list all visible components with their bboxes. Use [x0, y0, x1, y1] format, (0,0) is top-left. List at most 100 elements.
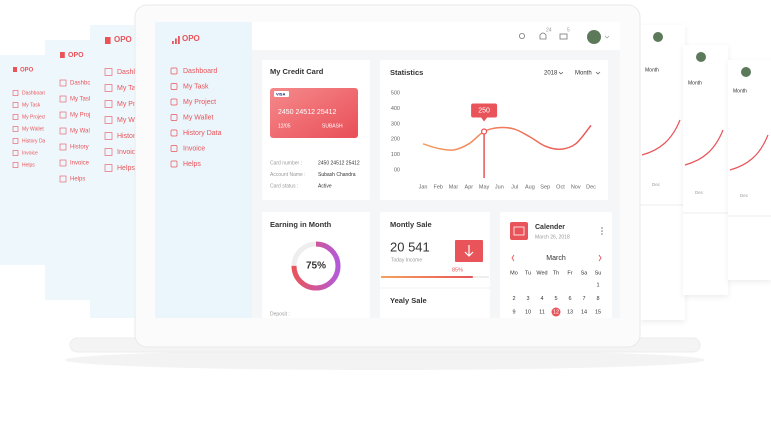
nav-icon	[59, 175, 67, 183]
data-label: 250	[478, 107, 490, 114]
nav-icon	[170, 98, 178, 106]
bell-icon[interactable]	[539, 32, 547, 40]
x-tick-label: Oct	[556, 184, 565, 190]
nav-item: My Wallet	[22, 126, 44, 132]
next-arrow[interactable]	[598, 254, 602, 262]
period-select[interactable]: Month	[575, 71, 592, 77]
month-label: Dec	[695, 190, 704, 195]
day[interactable]: 3	[526, 296, 529, 302]
progress-label: 85%	[452, 267, 463, 273]
day[interactable]: 8	[596, 296, 599, 302]
logo-icon	[13, 67, 17, 72]
nav-item[interactable]: Helps	[183, 161, 201, 168]
search-icon[interactable]	[519, 33, 526, 40]
period-label: Month	[688, 80, 702, 86]
detail-label: Card status :	[270, 183, 298, 189]
down-arrow	[464, 245, 474, 257]
nav-icon	[12, 150, 19, 156]
x-tick-label: Jun	[495, 184, 504, 190]
nav-icon	[170, 67, 178, 75]
year-select[interactable]: 2018	[544, 71, 558, 77]
card	[262, 212, 370, 318]
logo-bar	[175, 38, 177, 44]
day[interactable]: 14	[581, 309, 587, 315]
day[interactable]: 12	[553, 309, 559, 315]
nav-item[interactable]: Dashboard	[183, 68, 217, 75]
nav-item: Dashboard	[117, 69, 151, 76]
day[interactable]: 1	[596, 282, 599, 288]
prev-arrow[interactable]	[511, 254, 515, 262]
day[interactable]: 15	[595, 309, 601, 315]
x-tick-label: Jan	[419, 184, 428, 190]
day[interactable]: 13	[567, 309, 573, 315]
nav-item: My Wallet	[70, 129, 96, 135]
line-series	[422, 124, 592, 151]
nav-icon	[170, 129, 178, 137]
day[interactable]: 9	[512, 309, 515, 315]
nav-item[interactable]: My Task	[183, 83, 209, 90]
card-brand: VISA	[276, 91, 285, 96]
header	[252, 22, 620, 50]
detail-label: Account Name :	[270, 172, 306, 178]
nav-icon	[170, 114, 178, 121]
x-tick-label: Jul	[511, 184, 518, 190]
nav-item: History Data	[70, 145, 104, 151]
callout-tip	[481, 117, 488, 122]
card	[500, 212, 612, 318]
avatar	[741, 67, 751, 77]
message-count: 5	[567, 27, 570, 33]
card-expiry: 12/05	[278, 123, 291, 129]
calendar-icon-inner	[513, 226, 525, 236]
card-holder: SUBASH	[322, 123, 343, 129]
nav-item: My Task	[70, 97, 93, 103]
day[interactable]: 6	[568, 296, 571, 302]
chevron	[604, 35, 610, 39]
background-panel: Month Dec	[640, 25, 685, 320]
avatar[interactable]	[587, 30, 601, 44]
avatar	[696, 52, 706, 62]
sale-amount: 20 541	[390, 239, 430, 254]
nav-item: My Task	[22, 102, 41, 108]
nav-icon	[104, 100, 113, 108]
card	[380, 212, 490, 318]
day[interactable]: 7	[582, 296, 585, 302]
nav-item[interactable]: Invoice	[183, 145, 205, 152]
nav-icon	[12, 102, 19, 108]
day[interactable]: 4	[540, 296, 543, 302]
card-title: Montly Sale	[390, 220, 432, 229]
nav-item[interactable]: History Data	[183, 130, 222, 137]
calendar-date: March 26, 2018	[535, 234, 570, 240]
nav-item[interactable]: My Wallet	[183, 114, 214, 121]
logo-bar	[178, 36, 180, 44]
nav-icon	[104, 164, 113, 172]
credit-card	[270, 88, 358, 138]
nav-icon	[12, 138, 19, 144]
period-label: Month	[733, 88, 747, 94]
day[interactable]: 5	[554, 296, 557, 302]
nav-item: Dashboard	[70, 81, 99, 87]
day[interactable]: 10	[525, 309, 531, 315]
callout-box	[471, 103, 498, 118]
panel-bg	[728, 60, 771, 280]
nav-item: My Project	[117, 101, 150, 108]
nav-item[interactable]: My Project	[183, 99, 216, 106]
nav-icon	[104, 116, 113, 124]
y-tick-label: 300	[391, 121, 400, 127]
mail-icon[interactable]	[559, 33, 568, 40]
logo: OPO	[20, 68, 34, 74]
background-panel: Month Dec	[728, 60, 771, 280]
nav-icon	[170, 160, 178, 168]
nav-icon	[104, 148, 113, 156]
panel-bg	[683, 45, 728, 295]
day[interactable]: 11	[539, 309, 545, 315]
menu-dot	[601, 230, 603, 232]
visa-badge	[274, 91, 289, 97]
logo: OPO	[182, 34, 200, 43]
x-tick-label: Dec	[586, 184, 596, 190]
logo-icon	[105, 37, 111, 44]
day[interactable]: 2	[512, 296, 515, 302]
nav-item: Helps	[22, 162, 35, 168]
calendar-month: March	[546, 255, 566, 262]
nav-icon	[12, 114, 19, 120]
notification-count: 24	[546, 27, 552, 33]
